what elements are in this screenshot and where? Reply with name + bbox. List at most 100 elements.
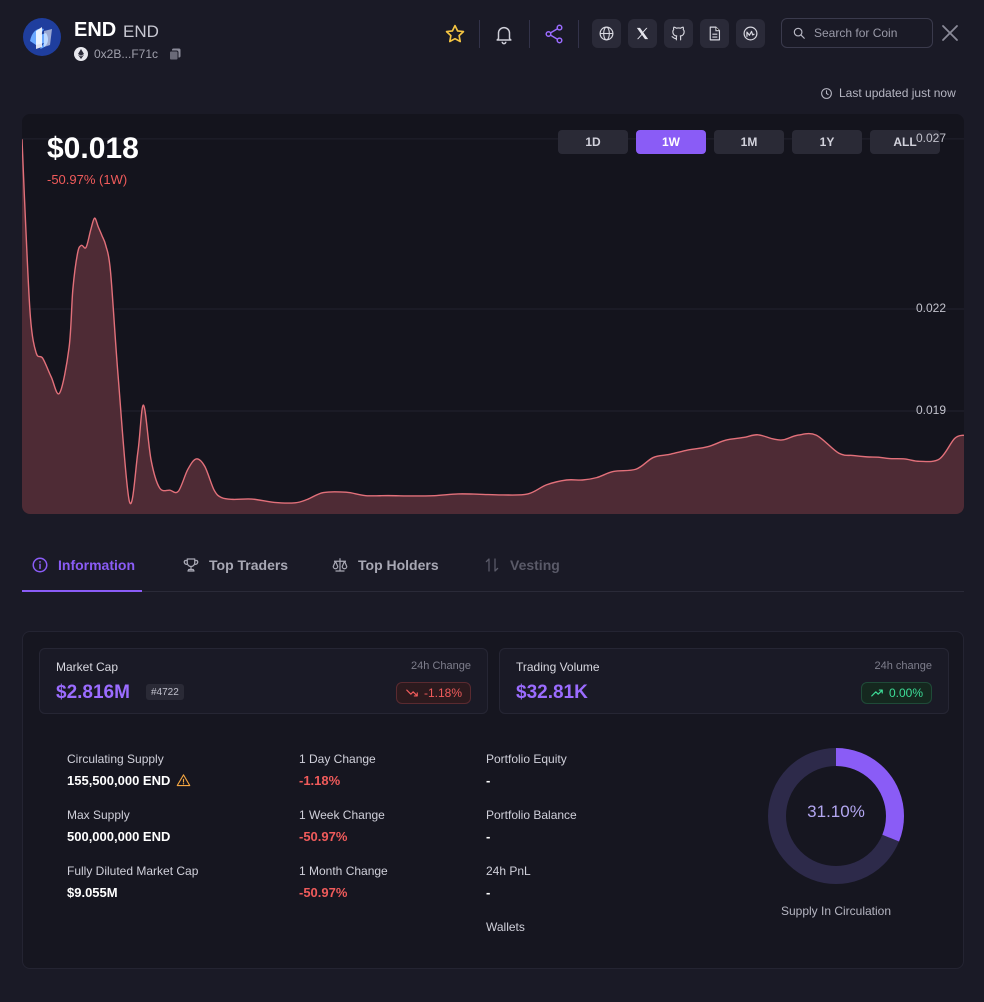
price-change: -50.97% (1W): [47, 172, 128, 187]
y-tick-label: 0.027: [915, 130, 946, 145]
portfolio-balance: Portfolio Balance -: [486, 808, 577, 844]
max-supply-label: Max Supply: [67, 808, 130, 822]
market-cap-change: -1.18%: [423, 686, 462, 700]
price-chart[interactable]: [22, 114, 964, 514]
market-cap-label: Market Cap: [56, 660, 119, 674]
share-button[interactable]: [540, 20, 568, 48]
contract-address-row: 0x2B...F71c: [74, 46, 182, 62]
last-updated: Last updated just now: [820, 86, 956, 100]
trading-volume-value: $32.81K: [516, 682, 588, 703]
portfolio-equity-label: Portfolio Equity: [486, 752, 567, 766]
time-range-selector: 1D 1W 1M 1Y ALL: [558, 130, 940, 154]
notifications-button[interactable]: [490, 20, 518, 48]
price-chart-card: $0.018 -50.97% (1W) 1D 1W 1M 1Y ALL 0.027 0.0…: [22, 114, 964, 514]
active-tab-indicator: [22, 590, 142, 592]
current-price: $0.018: [47, 132, 139, 165]
range-button-1d[interactable]: 1D: [558, 130, 628, 154]
coin-logo-icon: [23, 18, 61, 56]
market-cap-value: $2.816M: [56, 682, 130, 703]
trend-up-icon: [871, 689, 883, 697]
trading-volume-sub-label: 24h change: [874, 660, 933, 672]
market-cap-sub-label: 24h Change: [411, 660, 471, 672]
close-icon[interactable]: [938, 21, 962, 45]
trend-down-icon: [406, 689, 418, 697]
coinmarketcap-icon: [743, 26, 758, 41]
last-updated-text: Last updated just now: [839, 86, 956, 100]
trading-volume-box: Trading Volume 24h change $32.81K 0.00%: [499, 648, 949, 714]
tab-top-traders[interactable]: Top Traders: [182, 554, 288, 576]
fdmc-value: $9.055M: [67, 885, 118, 900]
circulating-supply-label: Circulating Supply: [67, 752, 164, 766]
one-day-change: 1 Day Change -1.18%: [299, 752, 376, 788]
arrows-vertical-icon: [485, 558, 499, 572]
header: END END 0x2B...F71c: [0, 0, 984, 70]
week-change-label: 1 Week Change: [299, 808, 385, 822]
circulation-donut: [768, 748, 904, 884]
trading-volume-change: 0.00%: [888, 686, 923, 700]
circulation-percent: 31.10%: [807, 802, 865, 821]
market-cap-box: Market Cap 24h Change $2.816M #4722 -1.1…: [39, 648, 488, 714]
search-icon: [793, 27, 805, 39]
github-icon: [671, 26, 685, 41]
whitepaper-link[interactable]: [700, 19, 729, 48]
warning-icon[interactable]: [176, 773, 191, 788]
coinmarketcap-link[interactable]: [736, 19, 765, 48]
y-tick-label: 0.019: [915, 402, 946, 417]
portfolio-equity: Portfolio Equity -: [486, 752, 567, 788]
coin-ticker: END: [123, 22, 159, 41]
one-month-change: 1 Month Change -50.97%: [299, 864, 388, 900]
y-tick-label: 0.022: [915, 300, 946, 315]
tab-label: Vesting: [510, 557, 560, 573]
range-button-1w[interactable]: 1W: [636, 130, 706, 154]
website-link[interactable]: [592, 19, 621, 48]
clock-icon: [821, 87, 832, 99]
week-change-value: -50.97%: [299, 829, 348, 844]
header-divider: [578, 20, 579, 48]
range-button-all[interactable]: ALL: [870, 130, 940, 154]
info-icon: [32, 557, 48, 573]
favorite-star-button[interactable]: [441, 20, 469, 48]
circulation-caption: Supply In Circulation: [780, 904, 892, 918]
document-icon: [709, 26, 721, 41]
circulating-supply: Circulating Supply 155,500,000 END: [67, 752, 191, 788]
range-button-1m[interactable]: 1M: [714, 130, 784, 154]
market-cap-change-badge: -1.18%: [395, 682, 471, 704]
price-area-fill: [22, 139, 964, 514]
rank-badge: #4722: [146, 684, 184, 700]
fully-diluted-market-cap: Fully Diluted Market Cap $9.055M: [67, 864, 198, 900]
circulating-supply-value: 155,500,000 END: [67, 773, 171, 788]
wallets: Wallets: [486, 920, 525, 934]
header-divider: [529, 20, 530, 48]
search-box[interactable]: [781, 18, 933, 48]
portfolio-balance-value: -: [486, 829, 491, 844]
donut-arc: [768, 748, 904, 884]
information-panel: Market Cap 24h Change $2.816M #4722 -1.1…: [22, 631, 964, 969]
range-button-1y[interactable]: 1Y: [792, 130, 862, 154]
trading-volume-change-badge: 0.00%: [860, 682, 932, 704]
fdmc-label: Fully Diluted Market Cap: [67, 864, 199, 878]
tab-label: Top Traders: [209, 557, 289, 573]
ethereum-icon: [74, 47, 88, 61]
x-twitter-link[interactable]: [628, 19, 657, 48]
one-week-change: 1 Week Change -50.97%: [299, 808, 385, 844]
copy-icon[interactable]: [168, 47, 182, 61]
portfolio-balance-label: Portfolio Balance: [486, 808, 577, 822]
share-icon: [545, 24, 563, 44]
month-change-value: -50.97%: [299, 885, 348, 900]
day-change-value: -1.18%: [299, 773, 341, 788]
pnl-24h: 24h PnL -: [486, 864, 531, 900]
tab-top-holders[interactable]: Top Holders: [331, 554, 439, 576]
month-change-label: 1 Month Change: [299, 864, 388, 878]
github-link[interactable]: [664, 19, 693, 48]
search-input[interactable]: [814, 26, 924, 40]
day-change-label: 1 Day Change: [299, 752, 376, 766]
pnl-label: 24h PnL: [486, 864, 531, 878]
tab-information[interactable]: Information: [31, 554, 135, 576]
tab-label: Top Holders: [358, 557, 439, 573]
contract-address: 0x2B...F71c: [94, 47, 159, 61]
trading-volume-label: Trading Volume: [516, 660, 600, 674]
max-supply-value: 500,000,000 END: [67, 829, 171, 844]
tab-vesting[interactable]: Vesting: [483, 554, 560, 576]
portfolio-equity-value: -: [486, 773, 491, 788]
x-logo-icon: [636, 27, 649, 40]
